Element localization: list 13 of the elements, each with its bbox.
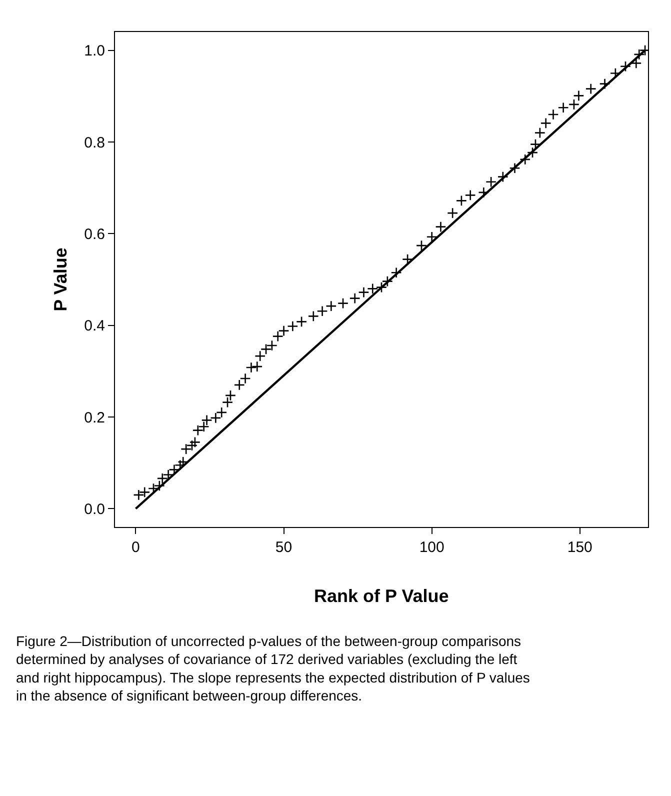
caption: Figure 2—Distribution of uncorrected p-values of the between-group comparisons determined by analyses of covariance of 172 derived variables (excluding the left and right hippocampus). The slope represents the expected distribution of P values in the absence of significant between-group differences.	[16, 633, 530, 704]
y-tick-label: 0.0	[84, 500, 105, 518]
x-tick-label: 50	[275, 539, 292, 556]
y-tick-label: 0.8	[84, 134, 105, 152]
y-tick-label: 0.2	[84, 409, 105, 426]
y-tick-label: 0.6	[84, 226, 105, 243]
y-axis-title: P Value	[50, 248, 70, 312]
y-tick-label: 0.4	[84, 318, 105, 335]
x-tick-label: 150	[567, 539, 592, 556]
x-axis-title: Rank of P Value	[314, 586, 449, 606]
y-tick-label: 1.0	[84, 42, 105, 60]
x-tick-label: 100	[419, 539, 444, 556]
x-tick-label: 0	[132, 539, 140, 556]
